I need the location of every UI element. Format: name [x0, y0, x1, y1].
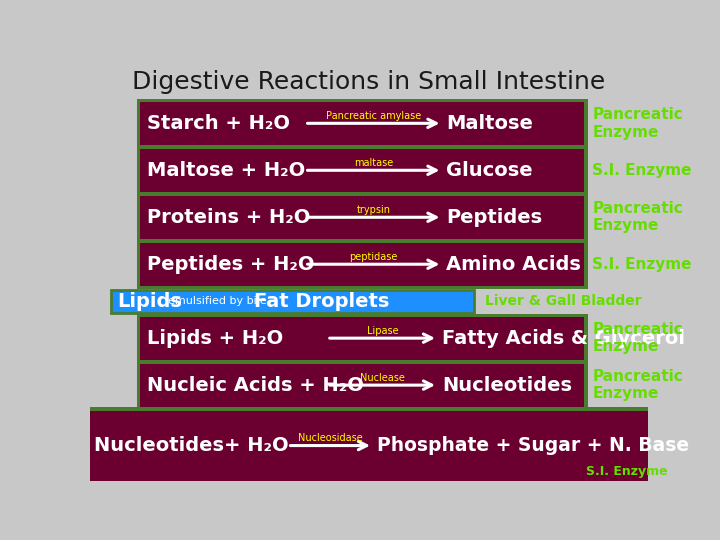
Text: Digestive Reactions in Small Intestine: Digestive Reactions in Small Intestine	[132, 70, 606, 94]
Bar	[140, 242, 585, 286]
Bar	[138, 314, 588, 363]
Text: Nuclease: Nuclease	[360, 373, 405, 383]
Text: Pancreatic
Enzyme: Pancreatic Enzyme	[593, 201, 683, 233]
Text: Maltose: Maltose	[446, 114, 533, 133]
Text: Nucleotides+ H₂O: Nucleotides+ H₂O	[94, 436, 289, 455]
Bar	[138, 146, 588, 195]
Text: trypsin: trypsin	[356, 205, 390, 215]
Text: S.I. Enzyme: S.I. Enzyme	[586, 465, 667, 478]
Bar	[111, 289, 474, 313]
Text: Glucose: Glucose	[446, 161, 533, 180]
Text: Peptides: Peptides	[446, 208, 542, 227]
Bar	[140, 102, 585, 145]
Text: Proteins + H₂O: Proteins + H₂O	[147, 208, 310, 227]
Text: S.I. Enzyme: S.I. Enzyme	[593, 256, 692, 272]
Bar	[138, 240, 588, 289]
Text: Pancreatic
Enzyme: Pancreatic Enzyme	[593, 107, 683, 139]
Text: Nucleic Acids + H₂O: Nucleic Acids + H₂O	[147, 376, 364, 395]
Text: Nucleosidase: Nucleosidase	[298, 433, 363, 443]
Text: Starch + H₂O: Starch + H₂O	[147, 114, 289, 133]
Text: Fatty Acids & Glycerol: Fatty Acids & Glycerol	[442, 329, 685, 348]
Text: Lipids: Lipids	[117, 292, 182, 310]
Bar	[138, 361, 588, 410]
Text: Pancreatic amylase: Pancreatic amylase	[326, 111, 421, 121]
Text: Lipids + H₂O: Lipids + H₂O	[147, 329, 283, 348]
Text: Maltose + H₂O: Maltose + H₂O	[147, 161, 305, 180]
Text: Pancreatic
Enzyme: Pancreatic Enzyme	[593, 322, 683, 354]
Text: Peptides + H₂O: Peptides + H₂O	[147, 255, 314, 274]
Text: Phosphate + Sugar + N. Base: Phosphate + Sugar + N. Base	[377, 436, 689, 455]
Text: maltase: maltase	[354, 158, 393, 168]
Text: Nucleotides: Nucleotides	[442, 376, 572, 395]
Text: emulsified by bile: emulsified by bile	[168, 296, 266, 306]
Text: Fat Droplets: Fat Droplets	[254, 292, 390, 310]
Bar	[138, 99, 588, 148]
Bar	[140, 316, 585, 360]
Bar	[140, 195, 585, 239]
Text: peptidase: peptidase	[349, 252, 397, 262]
Text: Lipase: Lipase	[366, 326, 398, 336]
Text: Amino Acids: Amino Acids	[446, 255, 581, 274]
Text: Liver & Gall Bladder: Liver & Gall Bladder	[485, 294, 642, 308]
Bar	[90, 410, 648, 481]
Text: S.I. Enzyme: S.I. Enzyme	[593, 163, 692, 178]
Bar	[90, 408, 648, 410]
Bar	[140, 148, 585, 192]
Bar	[140, 363, 585, 407]
Text: Pancreatic
Enzyme: Pancreatic Enzyme	[593, 369, 683, 401]
Bar	[138, 193, 588, 242]
